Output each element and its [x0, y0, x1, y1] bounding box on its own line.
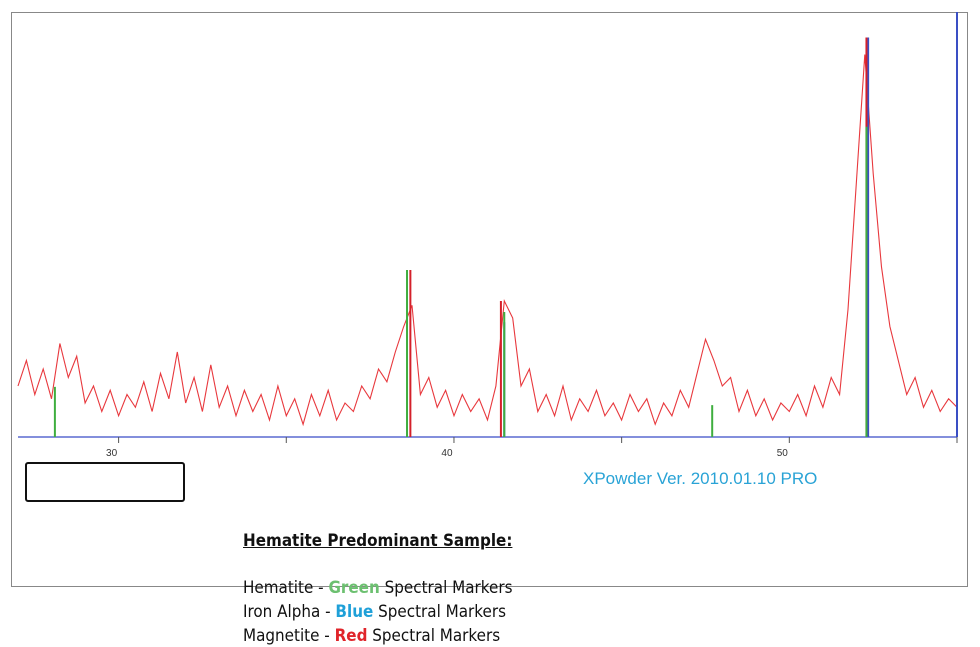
- annotation: XPowder Ver. 2010.01.10 PRO: [583, 469, 818, 488]
- legend-text: Magnetite -: [243, 625, 335, 645]
- frame: [11, 12, 968, 587]
- legend-title: Hematite Predominant Sample:: [243, 531, 513, 551]
- x-tick-label: 30: [106, 448, 118, 459]
- chart: 30 40 50: [17, 12, 958, 459]
- page: 30 40 50 XPowder Ver. 2010.01.10 PRO Hemat…: [11, 12, 968, 645]
- x-tick-label: 40: [441, 448, 453, 459]
- legend: Hematite Predominant Sample: Hematite - …: [243, 482, 513, 647]
- legend-color-word: Green: [328, 578, 380, 598]
- legend-color-word: Blue: [335, 601, 374, 621]
- legend-text: Iron Alpha -: [243, 601, 336, 621]
- legend-text: Spectral Markers: [379, 578, 513, 598]
- legend-entry: Magnetite - Red Spectral Markers: [243, 624, 513, 647]
- legend-text: Hematite -: [243, 578, 329, 598]
- legend-text: Spectral Markers: [373, 601, 507, 621]
- x-tick-label: 50: [777, 448, 789, 459]
- legend-text: Spectral Markers: [367, 625, 501, 645]
- empty-box: [25, 462, 185, 502]
- legend-entry: Hematite - Green Spectral Markers: [243, 576, 513, 600]
- legend-color-word: Red: [334, 625, 368, 645]
- spectrum-line: [17, 54, 958, 427]
- legend-entry: Iron Alpha - Blue Spectral Markers: [243, 600, 513, 624]
